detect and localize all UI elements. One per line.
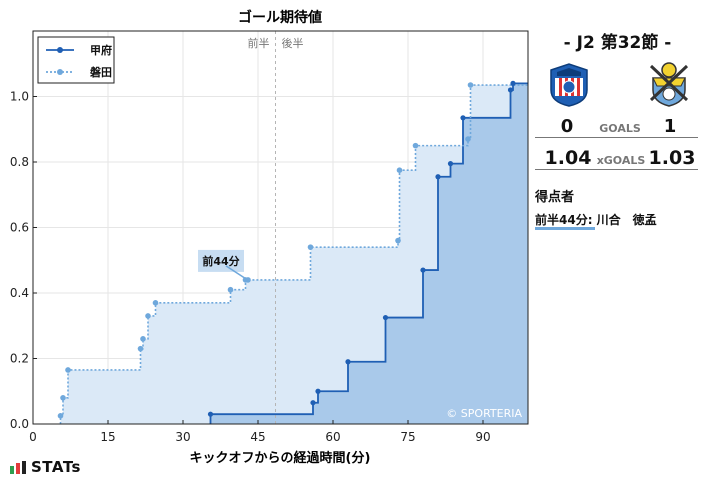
series-fill-0 xyxy=(210,83,528,425)
annotation-label: 前44分 xyxy=(202,254,239,268)
shot-point xyxy=(140,336,146,342)
shot-point xyxy=(382,314,389,321)
legend-box xyxy=(37,36,115,84)
legend-entry: 甲府 xyxy=(90,43,112,57)
legend-entry: 磐田 xyxy=(90,65,112,79)
y-tick-label: 0.6 xyxy=(10,221,29,235)
x-tick-label: 0 xyxy=(29,430,37,444)
shot-point xyxy=(345,359,351,365)
away-goals: 1 xyxy=(663,116,677,137)
away-xg: 1.03 xyxy=(648,147,696,169)
scorers-heading: 得点者 xyxy=(535,190,575,205)
halftime-marker: 前半 後半 xyxy=(248,31,304,424)
shot-point xyxy=(315,388,321,394)
home-goals: 0 xyxy=(560,116,574,137)
stats-logo-text: STATs xyxy=(31,458,81,476)
goals-row: 0 GOALS 1 xyxy=(535,116,700,138)
period-label-second-half: 後半 xyxy=(282,36,304,50)
series-line-1 xyxy=(59,84,528,424)
scorer-underline xyxy=(535,227,595,230)
xg-label: xGOALS xyxy=(596,154,646,167)
legend-swatch-marker xyxy=(57,69,63,75)
goals-divider xyxy=(535,137,698,138)
shot-point xyxy=(145,313,151,319)
shot-point xyxy=(465,136,471,142)
x-tick-label: 90 xyxy=(475,430,490,444)
shot-point xyxy=(507,87,514,93)
goals-label: GOALS xyxy=(599,122,641,135)
y-tick-label: 0.2 xyxy=(10,352,29,366)
x-axis-label: キックオフからの経過時間(分) xyxy=(190,450,371,466)
shot-point xyxy=(395,237,401,244)
match-title: - J2 第32節 - xyxy=(563,33,672,53)
annotation-box xyxy=(198,249,244,272)
axes: 0 15 30 45 60 75 90 0.0 0.2 0.4 0.6 0.8 1.0 xyxy=(10,30,529,444)
shot-point xyxy=(396,167,403,173)
shot-point xyxy=(310,400,316,406)
shot-point xyxy=(65,367,71,373)
shot-point xyxy=(447,161,454,167)
x-tick-label: 75 xyxy=(400,430,415,444)
stats-logo: STATs xyxy=(10,458,100,476)
shot-point xyxy=(307,244,314,250)
shot-point xyxy=(412,142,419,149)
x-tick-label: 30 xyxy=(175,430,190,444)
watermark: © SPORTERIA xyxy=(446,407,522,420)
x-tick-label: 15 xyxy=(100,430,115,444)
shot-point xyxy=(57,413,64,419)
cumulative-fills xyxy=(60,83,528,425)
shot-point xyxy=(207,411,214,417)
shot-point xyxy=(245,277,251,283)
scorer-entry: 前半44分: 川合 徳孟 xyxy=(535,213,657,227)
x-tick-label: 60 xyxy=(325,430,340,444)
shot-points xyxy=(57,80,516,419)
stats-logo-icon xyxy=(10,461,26,474)
away-team-crest-icon xyxy=(649,62,689,107)
y-tick-label: 0.8 xyxy=(10,155,29,169)
shot-point xyxy=(227,286,234,293)
shot-point xyxy=(467,82,474,88)
chart-title: ゴール期待値 xyxy=(238,9,322,26)
annotation-pointer xyxy=(225,265,247,280)
annotations: 前44分 xyxy=(198,249,247,280)
shot-point xyxy=(60,395,66,401)
match-summary-panel: - J2 第32節 - 0 GOALS 1 1.04 xGOALS 1.03 得… xyxy=(535,0,700,260)
shot-point xyxy=(510,80,516,86)
shot-point xyxy=(460,115,466,121)
legend-swatch-marker xyxy=(57,47,63,53)
y-tick-label: 0.0 xyxy=(10,417,29,431)
shot-point xyxy=(137,345,144,352)
period-label-first-half: 前半 xyxy=(248,36,270,50)
shot-point xyxy=(420,267,426,273)
x-tick-label: 45 xyxy=(250,430,265,444)
xg-row: 1.04 xGOALS 1.03 xyxy=(535,147,700,171)
shot-point xyxy=(435,174,441,180)
home-team-crest-icon xyxy=(550,63,588,107)
y-tick-label: 1.0 xyxy=(10,90,29,104)
shot-point xyxy=(152,300,159,306)
home-xg: 1.04 xyxy=(544,147,592,169)
xg-divider xyxy=(535,169,698,170)
y-tick-label: 0.4 xyxy=(10,286,29,300)
